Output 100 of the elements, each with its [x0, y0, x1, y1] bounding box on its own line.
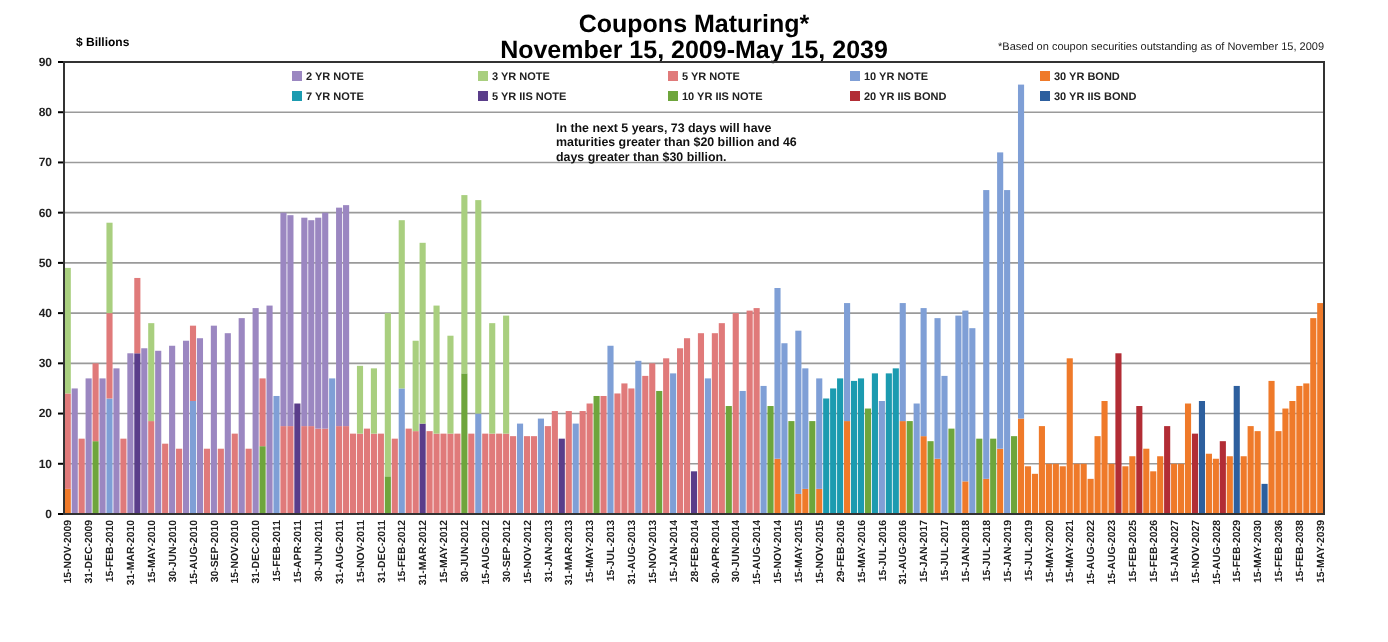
- bar: [725, 406, 732, 514]
- bar: [558, 438, 565, 514]
- bar: [1171, 463, 1178, 514]
- bar: [349, 433, 357, 514]
- bar: [537, 418, 544, 514]
- bar: [134, 353, 141, 514]
- bar: [1212, 458, 1219, 514]
- bar: [593, 395, 600, 514]
- bar: [489, 433, 496, 514]
- bar: [78, 438, 85, 514]
- bar: [280, 426, 287, 514]
- bar: [1205, 453, 1212, 514]
- bar: [322, 428, 329, 514]
- bar: [760, 385, 767, 514]
- bar: [106, 222, 113, 314]
- bar: [162, 443, 169, 514]
- bar: [356, 365, 364, 434]
- bar: [1219, 441, 1226, 514]
- bar: [927, 441, 934, 514]
- bar: [106, 398, 113, 514]
- bar: [718, 323, 725, 514]
- bar: [551, 411, 558, 514]
- bar: [169, 345, 176, 514]
- bar: [259, 378, 266, 447]
- bar: [1136, 406, 1143, 514]
- bar: [809, 421, 816, 514]
- bar: [182, 340, 190, 514]
- bar: [878, 401, 885, 514]
- bar: [1268, 380, 1275, 514]
- bar: [120, 438, 127, 514]
- bar: [99, 378, 106, 514]
- bar: [252, 308, 259, 514]
- bar: [134, 277, 141, 354]
- bar: [398, 388, 405, 514]
- bar: [419, 423, 426, 514]
- bar: [503, 433, 510, 514]
- bar: [892, 368, 899, 514]
- bar: [697, 333, 705, 514]
- bar: [363, 428, 371, 514]
- bar: [857, 378, 865, 514]
- bar: [315, 428, 322, 514]
- bar: [976, 438, 983, 514]
- bar: [1184, 403, 1192, 514]
- bar: [224, 333, 231, 514]
- bar: [266, 305, 273, 514]
- bar: [670, 373, 677, 514]
- bar: [203, 448, 210, 514]
- bar: [1080, 463, 1087, 514]
- bar: [259, 446, 266, 514]
- bar: [746, 310, 753, 514]
- bar: [816, 378, 823, 489]
- bar: [210, 325, 217, 514]
- bar: [433, 433, 440, 514]
- bar: [607, 345, 614, 514]
- bar: [1066, 358, 1073, 514]
- bar: [468, 433, 475, 514]
- bar: [850, 380, 858, 514]
- bar: [148, 323, 155, 422]
- bar: [141, 348, 148, 514]
- bar: [238, 318, 245, 514]
- bar: [628, 388, 635, 514]
- bar: [635, 360, 642, 514]
- bar: [1017, 418, 1025, 514]
- bar: [997, 448, 1004, 514]
- bar: [217, 448, 224, 514]
- bar: [565, 411, 572, 514]
- bar: [301, 426, 308, 514]
- bar: [287, 426, 294, 514]
- bar: [600, 395, 607, 514]
- bar: [329, 378, 336, 514]
- bar: [92, 363, 99, 442]
- bar: [377, 433, 384, 514]
- bar: [280, 212, 287, 427]
- bar: [510, 436, 517, 514]
- bar: [92, 441, 99, 514]
- bar: [433, 305, 440, 434]
- bar: [440, 433, 447, 514]
- bar: [447, 433, 454, 514]
- bar: [732, 313, 739, 514]
- bar: [690, 471, 698, 514]
- bar: [621, 383, 628, 514]
- bar: [837, 378, 844, 514]
- bar: [871, 373, 878, 514]
- bar: [572, 423, 579, 514]
- bar: [336, 426, 343, 514]
- bar: [343, 426, 350, 514]
- bar: [683, 338, 691, 514]
- bar: [1143, 448, 1150, 514]
- bar: [1296, 385, 1303, 514]
- bar: [384, 313, 391, 477]
- bar: [391, 438, 398, 514]
- bar: [287, 215, 294, 427]
- bar: [245, 448, 252, 514]
- bar: [523, 436, 531, 514]
- bar: [426, 431, 433, 514]
- bar: [1198, 401, 1206, 514]
- bar: [844, 303, 851, 422]
- bar: [816, 488, 823, 514]
- bar: [899, 421, 906, 514]
- bar: [127, 353, 134, 514]
